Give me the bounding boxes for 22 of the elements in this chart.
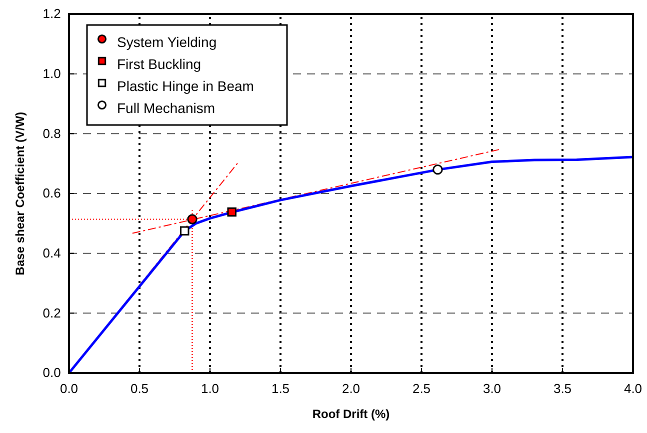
x-tick-label: 1.5 [271, 380, 290, 396]
x-tick-label: 2.5 [412, 380, 431, 396]
x-tick-label: 4.0 [624, 380, 642, 396]
y-tick-label: 1.2 [42, 6, 61, 22]
x-tick-label: 2.0 [342, 380, 360, 396]
y-axis-title: Base shear Coefficient (V/W) [13, 112, 27, 276]
y-tick-label: 0.2 [42, 305, 61, 320]
legend-label: System Yielding [117, 34, 217, 50]
y-tick-label: 0.4 [42, 245, 61, 260]
legend-label: First Buckling [117, 56, 202, 72]
legend-label: Full Mechanism [117, 100, 216, 116]
y-tick-label: 0.0 [42, 365, 61, 380]
x-tick-label: 0.5 [130, 380, 149, 396]
y-tick-label: 1.0 [42, 66, 61, 81]
x-axis-title: Roof Drift (%) [312, 407, 390, 421]
y-tick-label: 0.8 [42, 126, 61, 141]
legend-label: Plastic Hinge in Beam [117, 78, 254, 94]
x-tick-label: 3.5 [553, 380, 572, 396]
x-tick-label: 3.0 [482, 380, 502, 396]
x-tick-label: 0.0 [60, 380, 78, 396]
x-tick-label: 1.0 [200, 380, 220, 396]
y-tick-label: 0.6 [42, 186, 61, 201]
